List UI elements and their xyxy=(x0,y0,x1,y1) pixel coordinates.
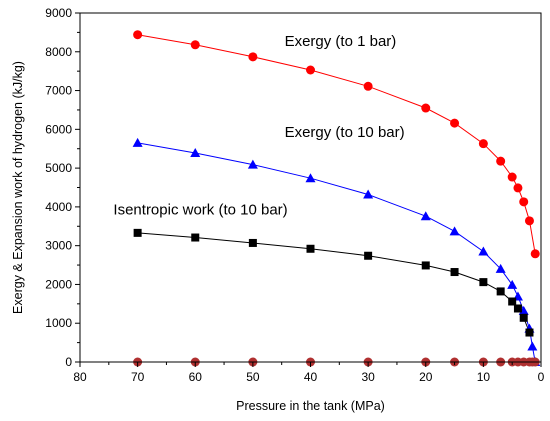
y-tick-label: 7000 xyxy=(45,84,72,98)
series-0-point xyxy=(496,156,506,166)
y-tick-label: 4000 xyxy=(45,200,72,214)
series-0-point xyxy=(530,249,540,259)
x-tick-label: 40 xyxy=(304,370,318,384)
series-2-point xyxy=(306,244,315,253)
series-0-point xyxy=(190,40,200,50)
series-2-point xyxy=(364,251,373,260)
series-2-point xyxy=(450,268,459,277)
series-2-point xyxy=(248,238,257,247)
series-markers xyxy=(132,30,541,367)
series-1-point xyxy=(478,246,489,256)
series-1-point xyxy=(132,137,143,147)
series-0-point xyxy=(306,65,315,75)
annotation-1: Exergy (to 10 bar) xyxy=(285,124,405,141)
x-tick-label: 50 xyxy=(246,370,260,384)
series-0-point xyxy=(513,183,523,193)
series-1-point xyxy=(495,263,506,273)
series-0-point xyxy=(524,216,534,226)
series-2-point xyxy=(525,328,534,337)
y-tick-label: 3000 xyxy=(45,239,72,253)
series-1-point xyxy=(507,279,518,289)
series-1-point xyxy=(363,189,374,199)
series-2-point xyxy=(421,261,430,270)
x-tick-label: 10 xyxy=(477,370,491,384)
y-tick-label: 0 xyxy=(65,355,72,369)
x-tick-label: 60 xyxy=(189,370,203,384)
series-0-point xyxy=(478,139,488,149)
series-1-point xyxy=(527,341,538,351)
x-tick-label: 0 xyxy=(538,370,545,384)
x-axis-ticks: 80 70 60 50 40 30 20 10 0 xyxy=(73,362,545,384)
plot-frame xyxy=(79,12,542,363)
series-1-point xyxy=(247,159,258,169)
series-1-point xyxy=(420,211,431,221)
y-axis-label: Exergy & Expansion work of hydrogen (kJ/… xyxy=(11,61,25,314)
series-2-point xyxy=(496,287,505,296)
series-0-point xyxy=(507,172,517,182)
y-tick-label: 8000 xyxy=(45,45,72,59)
series-0-point xyxy=(421,103,431,113)
series-0-point xyxy=(519,197,529,207)
series-2-point xyxy=(479,278,488,287)
x-tick-label: 30 xyxy=(361,370,375,384)
y-axis-ticks: 0 1000 2000 3000 4000 5000 6000 7000 8000 9000 xyxy=(45,6,80,369)
y-tick-label: 1000 xyxy=(45,316,72,330)
series-2-point xyxy=(519,313,528,322)
x-tick-label: 80 xyxy=(73,370,87,384)
series-1-point xyxy=(190,147,201,157)
series-0-point xyxy=(133,30,143,40)
series-2-point xyxy=(513,304,522,313)
y-tick-label: 2000 xyxy=(45,277,72,291)
annotations: Exergy (to 1 bar) Exergy (to 10 bar) Isent… xyxy=(113,33,404,219)
series-2-line xyxy=(137,232,530,333)
annotation-0: Exergy (to 1 bar) xyxy=(285,33,397,50)
series-2-point xyxy=(133,228,142,237)
x-tick-label: 20 xyxy=(419,370,433,384)
series-1-line xyxy=(137,142,536,363)
series-curves xyxy=(137,34,536,363)
y-tick-label: 5000 xyxy=(45,161,72,175)
series-1-point xyxy=(518,305,529,315)
series-2-point xyxy=(508,297,517,306)
series-0-point xyxy=(363,81,373,91)
y-tick-label: 9000 xyxy=(45,6,72,20)
series-1-point xyxy=(305,173,316,183)
annotation-2: Isentropic work (to 10 bar) xyxy=(113,202,287,219)
series-0-point xyxy=(450,118,460,128)
x-axis-label: Pressure in the tank (MPa) xyxy=(236,399,385,413)
series-2-point xyxy=(191,233,200,242)
y-tick-label: 6000 xyxy=(45,122,72,136)
series-1-point xyxy=(449,226,460,236)
series-0-line xyxy=(137,34,536,254)
series-0-point xyxy=(248,52,258,62)
x-tick-label: 70 xyxy=(131,370,145,384)
